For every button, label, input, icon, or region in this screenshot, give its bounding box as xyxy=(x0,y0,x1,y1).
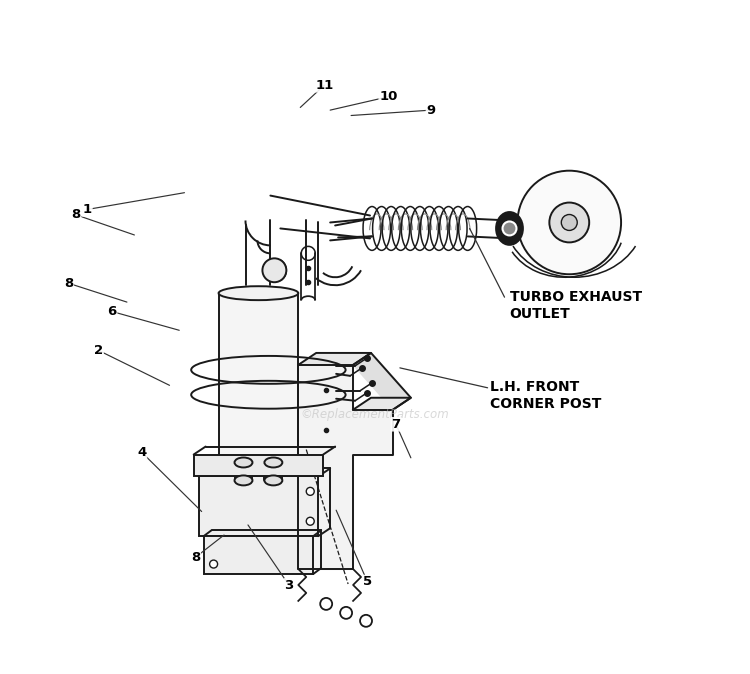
Circle shape xyxy=(306,487,314,495)
Text: 10: 10 xyxy=(380,90,398,103)
Ellipse shape xyxy=(218,483,298,496)
Text: TURBO EXHAUST
OUTLET: TURBO EXHAUST OUTLET xyxy=(509,290,641,321)
Text: 4: 4 xyxy=(137,446,146,459)
Bar xyxy=(204,537,314,574)
Circle shape xyxy=(306,517,314,525)
Ellipse shape xyxy=(265,458,282,468)
Bar xyxy=(199,477,318,537)
Bar xyxy=(194,454,323,477)
Text: 2: 2 xyxy=(94,344,103,357)
Polygon shape xyxy=(298,353,371,365)
Ellipse shape xyxy=(235,458,253,468)
Ellipse shape xyxy=(497,214,521,243)
Text: L.H. FRONT
CORNER POST: L.H. FRONT CORNER POST xyxy=(490,380,601,411)
Text: 3: 3 xyxy=(284,579,294,592)
Circle shape xyxy=(320,598,332,610)
Text: 9: 9 xyxy=(427,104,436,117)
Text: 8: 8 xyxy=(71,208,81,221)
Polygon shape xyxy=(353,398,411,410)
Circle shape xyxy=(209,560,218,568)
Circle shape xyxy=(561,214,578,231)
Circle shape xyxy=(262,258,286,282)
Circle shape xyxy=(549,203,590,243)
Text: 5: 5 xyxy=(363,576,372,588)
Text: 8: 8 xyxy=(191,551,200,563)
Circle shape xyxy=(518,171,621,274)
Polygon shape xyxy=(353,353,411,410)
Text: 6: 6 xyxy=(107,305,116,318)
Text: 7: 7 xyxy=(392,418,400,431)
Ellipse shape xyxy=(218,286,298,300)
Ellipse shape xyxy=(235,475,253,485)
Circle shape xyxy=(503,222,517,235)
Circle shape xyxy=(340,607,352,619)
Polygon shape xyxy=(298,365,393,569)
Ellipse shape xyxy=(265,475,282,485)
Bar xyxy=(218,293,298,489)
Circle shape xyxy=(360,615,372,627)
Text: ©ReplacementParts.com: ©ReplacementParts.com xyxy=(301,408,449,421)
Text: 11: 11 xyxy=(315,79,333,92)
Text: 1: 1 xyxy=(82,203,92,216)
Text: 8: 8 xyxy=(64,277,74,290)
